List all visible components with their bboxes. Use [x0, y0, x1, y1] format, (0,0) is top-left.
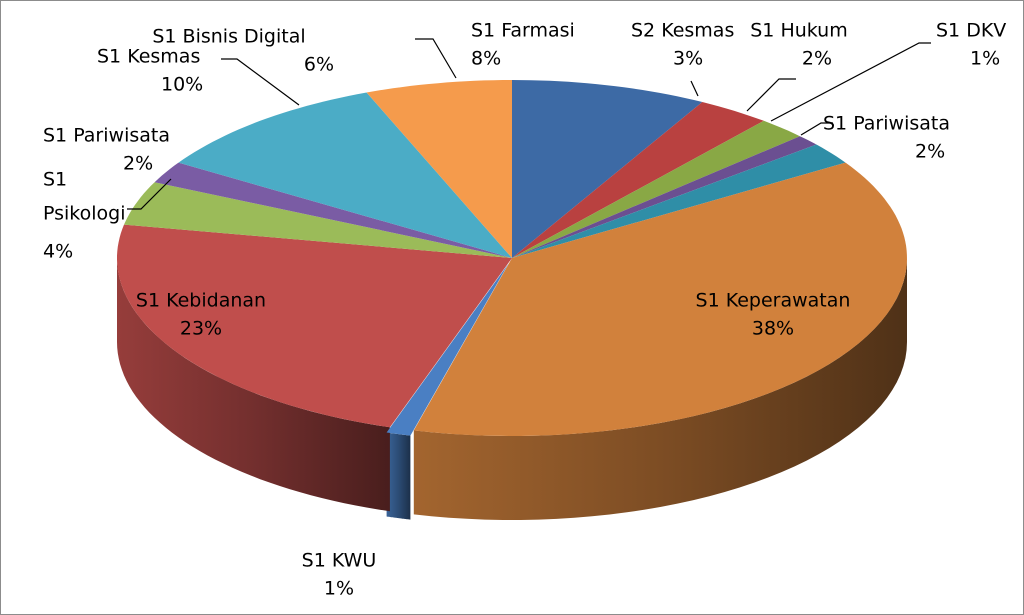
slice-top-2 [512, 120, 800, 258]
slice-top-0 [512, 80, 703, 258]
slice-top-5 [413, 162, 907, 436]
slice-top-7 [117, 224, 512, 428]
slice-top-11 [366, 80, 512, 258]
slice-label-7: S1 Kebidanan [136, 290, 266, 312]
slice-label-6: S1 KWU [302, 550, 377, 572]
slice-top-3 [512, 136, 817, 258]
slice-top-10 [178, 92, 512, 258]
slice-label-4: S1 Pariwisata [823, 113, 950, 135]
slice-label-1: S2 Kesmas [631, 20, 734, 42]
slice-top-4 [512, 144, 846, 258]
slice-percent-11: 6% [304, 54, 334, 76]
slice-label-3: S1 DKV [936, 20, 1006, 42]
slice-top-8 [124, 182, 512, 258]
leader-lines [127, 38, 931, 210]
leader-line-2 [746, 78, 796, 112]
slice-percent-10: 10% [161, 74, 203, 96]
slice-label-10: S1 Kesmas [97, 46, 200, 68]
leader-line-11 [415, 38, 457, 79]
leader-line-3 [770, 42, 931, 122]
slice-label-11: S1 Bisnis Digital [152, 26, 305, 48]
slice-percent-2: 2% [802, 48, 832, 70]
slice-label-8-part1: S1 [43, 169, 67, 191]
pie-tops [117, 80, 907, 436]
slice-percent-6: 1% [324, 578, 354, 600]
leader-line-10 [221, 58, 300, 106]
slice-label-9: S1 Pariwisata [43, 125, 170, 147]
slice-percent-3: 1% [970, 48, 1000, 70]
slice-percent-4: 2% [915, 141, 945, 163]
slice-top-1 [512, 102, 764, 258]
slice-label-0: S1 Farmasi [471, 20, 575, 42]
leader-line-8 [127, 178, 172, 210]
leader-line-1 [690, 80, 699, 97]
pie-sides [117, 258, 907, 520]
leader-line-4 [800, 122, 833, 136]
slice-label-8-part2: Psikologi [43, 203, 126, 225]
slice-percent-1: 3% [673, 48, 703, 70]
slice-top-9 [154, 162, 512, 258]
slice-top-6 [386, 263, 509, 436]
slice-percent-5: 38% [752, 318, 794, 340]
data-labels: S1 Farmasi 8% S2 Kesmas 3% S1 Hukum 2% S1 DKV 1… [43, 20, 1006, 600]
slice-side-6 [386, 432, 411, 520]
slice-percent-7: 23% [180, 318, 222, 340]
slice-label-5: S1 Keperawatan [696, 290, 851, 312]
slice-label-2: S1 Hukum [750, 20, 848, 42]
slice-percent-8: 4% [43, 241, 73, 263]
slice-percent-0: 8% [471, 48, 501, 70]
slice-side-7 [117, 258, 390, 512]
slice-side-5 [413, 258, 907, 520]
slice-percent-9: 2% [123, 153, 153, 175]
